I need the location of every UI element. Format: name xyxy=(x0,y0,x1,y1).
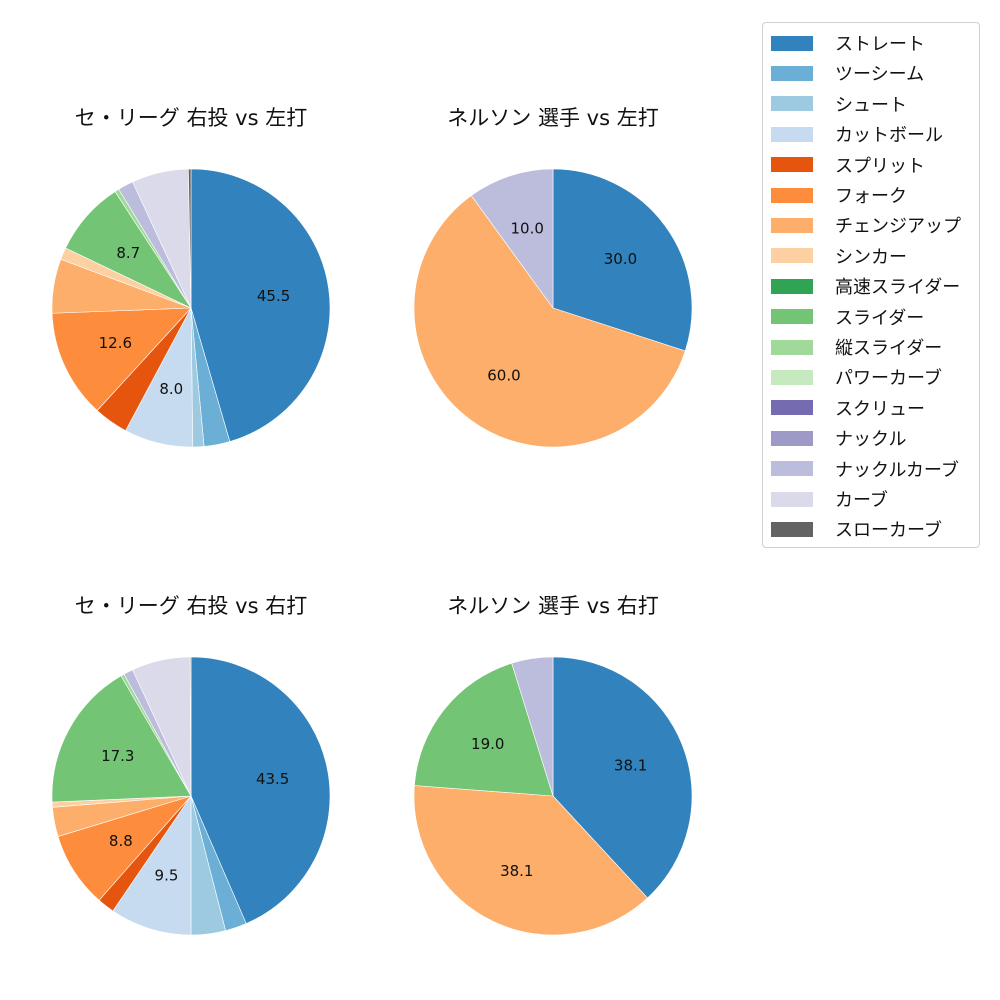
slice-percent-label: 9.5 xyxy=(155,867,179,885)
legend-label: シンカー xyxy=(835,246,907,268)
legend-swatch xyxy=(771,187,813,203)
legend-swatch xyxy=(771,278,813,294)
legend-swatch xyxy=(771,430,813,446)
legend-swatch xyxy=(771,157,813,173)
legend-item: カットボール xyxy=(771,122,943,146)
legend-label: カットボール xyxy=(835,125,943,147)
legend-label: シュート xyxy=(835,94,907,116)
legend-label: 縦スライダー xyxy=(835,338,943,359)
legend-item: スクリュー xyxy=(771,396,925,420)
slice-percent-label: 19.0 xyxy=(471,735,504,753)
legend-swatch xyxy=(771,35,813,51)
legend-swatch xyxy=(771,339,813,355)
legend-item: スプリット xyxy=(771,153,925,177)
legend-item: ツーシーム xyxy=(771,61,924,85)
legend-swatch xyxy=(771,461,813,477)
legend-item: フォーク xyxy=(771,183,907,207)
legend-swatch xyxy=(771,126,813,142)
legend-label: スクリュー xyxy=(835,398,925,420)
pie-slice xyxy=(188,168,192,309)
legend-swatch xyxy=(771,369,813,385)
legend-swatch xyxy=(771,65,813,81)
legend-label: スプリット xyxy=(835,155,925,177)
slice-percent-label: 8.7 xyxy=(116,244,140,262)
pie-slice xyxy=(414,662,554,797)
legend-swatch xyxy=(771,96,813,112)
legend-swatch xyxy=(771,521,813,537)
pie-slice xyxy=(189,656,192,797)
title-nelson-vs-left: ネルソン 選手 vs 左打 xyxy=(447,106,659,130)
pie-slice xyxy=(470,168,554,309)
legend-item: スライダー xyxy=(771,305,924,329)
slice-percent-label: 60.0 xyxy=(487,366,520,384)
slice-percent-label: 10.0 xyxy=(511,220,544,238)
legend-label: カーブ xyxy=(835,490,888,511)
legend-swatch xyxy=(771,309,813,325)
legend-item: シュート xyxy=(771,92,907,116)
slice-percent-label: 43.5 xyxy=(256,770,289,788)
pie-slice xyxy=(51,307,192,411)
slice-percent-label: 38.1 xyxy=(500,862,533,880)
legend-swatch xyxy=(771,248,813,264)
title-league-vs-left: セ・リーグ 右投 vs 左打 xyxy=(74,106,308,130)
slice-percent-label: 17.3 xyxy=(101,747,134,765)
legend-item: パワーカーブ xyxy=(771,365,942,389)
legend-label: ナックルカーブ xyxy=(835,459,959,481)
pie-slice xyxy=(190,656,331,924)
title-league-vs-right: セ・リーグ 右投 vs 右打 xyxy=(74,594,308,618)
legend-label: ナックル xyxy=(835,429,907,451)
legend-item: シンカー xyxy=(771,244,907,268)
pie-slice xyxy=(51,675,192,803)
legend-label: パワーカーブ xyxy=(835,368,942,390)
legend-item: スローカーブ xyxy=(771,517,942,541)
legend-item: 縦スライダー xyxy=(771,335,942,359)
legend: ストレートツーシームシュートカットボール スプリットフォークチェンジアップ シンカー… xyxy=(762,22,980,548)
pie-slice xyxy=(511,656,554,797)
legend-label: チェンジアップ xyxy=(835,216,961,238)
legend-label: ツーシーム xyxy=(835,64,925,86)
legend-label: 高速スライダー xyxy=(835,277,961,299)
pie-slice xyxy=(413,195,686,448)
pie-slice xyxy=(190,168,331,442)
slice-percent-label: 30.0 xyxy=(604,250,637,268)
slice-percent-label: 12.6 xyxy=(99,334,132,352)
legend-label: フォーク xyxy=(835,186,907,207)
legend-item: ストレート xyxy=(771,31,925,55)
pie-slice xyxy=(413,785,648,936)
legend-item: チェンジアップ xyxy=(771,213,961,237)
legend-swatch xyxy=(771,217,813,233)
legend-item: ナックルカーブ xyxy=(771,457,959,481)
title-nelson-vs-right: ネルソン 選手 vs 右打 xyxy=(447,594,659,618)
slice-percent-label: 38.1 xyxy=(614,757,647,775)
pie-slice xyxy=(552,656,693,899)
slice-percent-label: 45.5 xyxy=(257,287,290,305)
legend-item: カーブ xyxy=(771,487,888,511)
legend-item: 高速スライダー xyxy=(771,274,960,298)
legend-label: スローカーブ xyxy=(835,520,942,542)
legend-label: ストレート xyxy=(835,34,925,55)
legend-swatch xyxy=(771,400,813,416)
pie-slice xyxy=(552,168,693,352)
legend-swatch xyxy=(771,491,813,507)
legend-label: スライダー xyxy=(835,307,925,329)
slice-percent-label: 8.8 xyxy=(109,832,133,850)
pie-slice xyxy=(112,795,192,936)
slice-percent-label: 8.0 xyxy=(159,380,183,398)
legend-item: ナックル xyxy=(771,426,906,450)
